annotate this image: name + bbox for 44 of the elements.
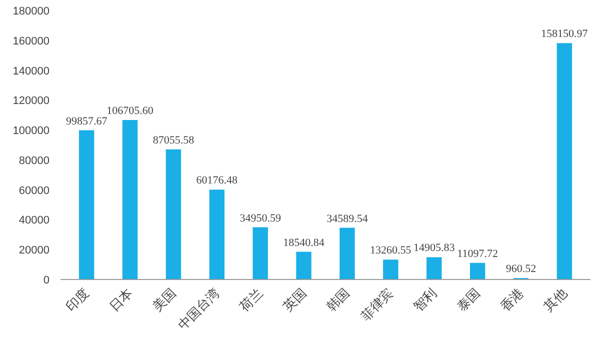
x-tick-label: 智利 [410, 285, 440, 314]
bar [556, 43, 572, 280]
bar [209, 190, 224, 280]
data-label: 18540.84 [283, 236, 325, 249]
bar [383, 260, 398, 280]
y-tick-label: 60000 [18, 184, 50, 197]
x-tick-label: 美国 [150, 285, 179, 314]
data-label: 34950.59 [240, 212, 282, 224]
x-tick-label: 香港 [497, 285, 526, 314]
bar [426, 257, 442, 280]
bar [122, 120, 138, 280]
bar [340, 228, 355, 280]
y-tick-label: 40000 [18, 214, 50, 227]
y-tick-label: 120000 [12, 95, 50, 108]
x-tick-label: 韩国 [324, 285, 353, 314]
x-tick-label: 日本 [106, 285, 136, 314]
bar [296, 252, 312, 280]
data-label: 158150.97 [541, 28, 588, 40]
y-tick-label: 0 [43, 274, 50, 286]
data-label: 34589.54 [326, 212, 368, 225]
y-tick-label: 160000 [12, 35, 50, 48]
x-tick-label: 印度 [62, 285, 92, 314]
data-label: 14905.83 [413, 242, 456, 254]
y-tick-label: 100000 [12, 125, 50, 138]
y-tick-label: 80000 [18, 154, 50, 167]
data-label: 13260.55 [370, 244, 412, 257]
x-tick-label: 其他 [540, 285, 570, 314]
data-label: 106705.60 [106, 105, 154, 118]
bar [78, 130, 94, 280]
bar [470, 262, 486, 280]
x-tick-label: 泰国 [454, 285, 483, 314]
x-tick-label: 英国 [280, 285, 310, 314]
data-label: 99857.67 [66, 115, 108, 128]
y-tick-label: 140000 [12, 65, 50, 78]
x-tick-label: 菲律宾 [358, 285, 396, 324]
data-label: 960.52 [506, 263, 536, 276]
data-label: 60176.48 [196, 174, 238, 187]
y-tick-label: 180000 [12, 6, 50, 18]
bar [252, 227, 268, 280]
data-label: 87055.58 [152, 134, 195, 146]
y-tick-label: 20000 [18, 244, 50, 257]
bar [166, 149, 182, 280]
data-label: 11097.72 [457, 248, 498, 260]
x-tick-label: 荷兰 [236, 285, 266, 314]
